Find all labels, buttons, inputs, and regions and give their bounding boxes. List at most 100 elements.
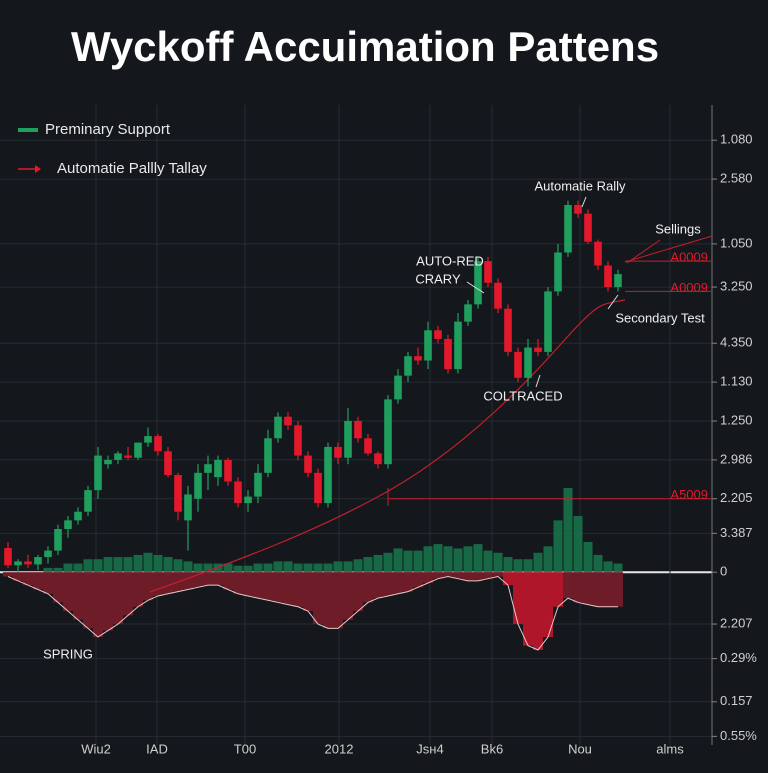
candle-body [484, 261, 492, 283]
candle-body [454, 321, 462, 370]
volume-bar [263, 563, 273, 573]
candle-body [544, 291, 552, 352]
candle-body [524, 347, 532, 378]
candle-body [134, 442, 142, 458]
volume-bar [363, 557, 373, 573]
annotation: Secondary Test [615, 310, 705, 325]
histogram-bar [53, 572, 63, 603]
histogram-bar [233, 572, 243, 594]
volume-bar [483, 550, 493, 573]
volume-bar [493, 552, 503, 573]
histogram-bar [193, 572, 203, 588]
y-tick-label: 1.050 [720, 235, 753, 250]
volume-bar [413, 550, 423, 573]
histogram-bar [583, 572, 593, 605]
histogram-bar [343, 572, 353, 620]
volume-bar [283, 561, 293, 573]
x-tick-label: 2012 [325, 741, 354, 756]
histogram-bar [43, 572, 53, 594]
histogram-bar [243, 572, 253, 596]
histogram-bar [153, 572, 163, 596]
candle-body [214, 459, 222, 478]
candle-body [504, 308, 512, 352]
candle-body [314, 472, 322, 504]
volume-bar [503, 557, 513, 573]
volume-bar [133, 554, 143, 573]
y-tick-label: 2.207 [720, 615, 753, 630]
annotation-arrow [624, 235, 713, 263]
volume-bar [353, 559, 363, 573]
histogram-bar [283, 572, 293, 605]
volume-bar [383, 552, 393, 573]
histogram-bar [363, 572, 373, 603]
histogram-bar [493, 572, 503, 577]
candle-body [564, 205, 572, 253]
x-tick-label: alms [656, 741, 684, 756]
annotation: Automatie Rally [534, 178, 626, 193]
x-tick-label: Wiu2 [81, 741, 111, 756]
candle-body [334, 446, 342, 458]
volume-bar [233, 565, 243, 573]
histogram-bar [3, 572, 13, 577]
volume-bar [573, 516, 583, 573]
annotation: SPRING [43, 646, 93, 661]
candle-body [494, 282, 502, 309]
volume-bar [333, 561, 343, 573]
x-tick-label: Bk6 [481, 741, 503, 756]
candle-body [44, 550, 52, 558]
histogram-bar [103, 572, 113, 631]
histogram-bar [223, 572, 233, 590]
histogram-bar [593, 572, 603, 607]
candle-body [4, 548, 12, 566]
annotation: CRARY [415, 271, 461, 286]
histogram-bar [413, 572, 423, 588]
chart-title: Wyckoff Accuimation Pattens [71, 23, 659, 70]
candle-body [474, 261, 482, 305]
candle-body [294, 425, 302, 456]
candle-body [434, 330, 442, 339]
candle-body [344, 421, 352, 458]
volume-bar [343, 561, 353, 573]
candle-body [254, 472, 262, 497]
volume-bar [533, 552, 543, 573]
volume-bar [593, 554, 603, 573]
histogram-bar [513, 572, 523, 625]
y-tick-label: 0 [720, 564, 727, 579]
histogram-bar [353, 572, 363, 612]
candle-body [554, 252, 562, 292]
histogram-bar [263, 572, 273, 601]
trend-curve [149, 299, 626, 593]
volume-bar [313, 563, 323, 573]
annotation-arrow [466, 281, 485, 294]
volume-bar [123, 557, 133, 573]
volume-bar [173, 559, 183, 573]
volume-bar [373, 554, 383, 573]
candle-body [184, 494, 192, 521]
histogram-bar [453, 572, 463, 579]
histogram-bar [93, 572, 103, 637]
volume-bar [73, 563, 83, 573]
volume-bar [193, 563, 203, 573]
y-tick-label: 0.55% [720, 728, 757, 743]
y-tick-label: 3.250 [720, 279, 753, 294]
histogram-bar [403, 572, 413, 592]
y-tick-label: 2.205 [720, 490, 753, 505]
candle-body [424, 330, 432, 361]
candle-body [384, 399, 392, 465]
volume-bar [603, 561, 613, 573]
volume-bar [293, 563, 303, 573]
volume-bar [63, 563, 73, 573]
volume-bar [403, 550, 413, 573]
volume-bar [523, 559, 533, 573]
volume-bar [563, 487, 573, 573]
candle-body [274, 416, 282, 439]
y-tick-label: 1.130 [720, 374, 753, 389]
volume-bar [463, 546, 473, 573]
candle-body [234, 481, 242, 504]
histogram-bar [63, 572, 73, 612]
volume-bar [443, 546, 453, 573]
candle-body [374, 453, 382, 465]
histogram-bar [533, 572, 543, 650]
volume-bar [303, 563, 313, 573]
